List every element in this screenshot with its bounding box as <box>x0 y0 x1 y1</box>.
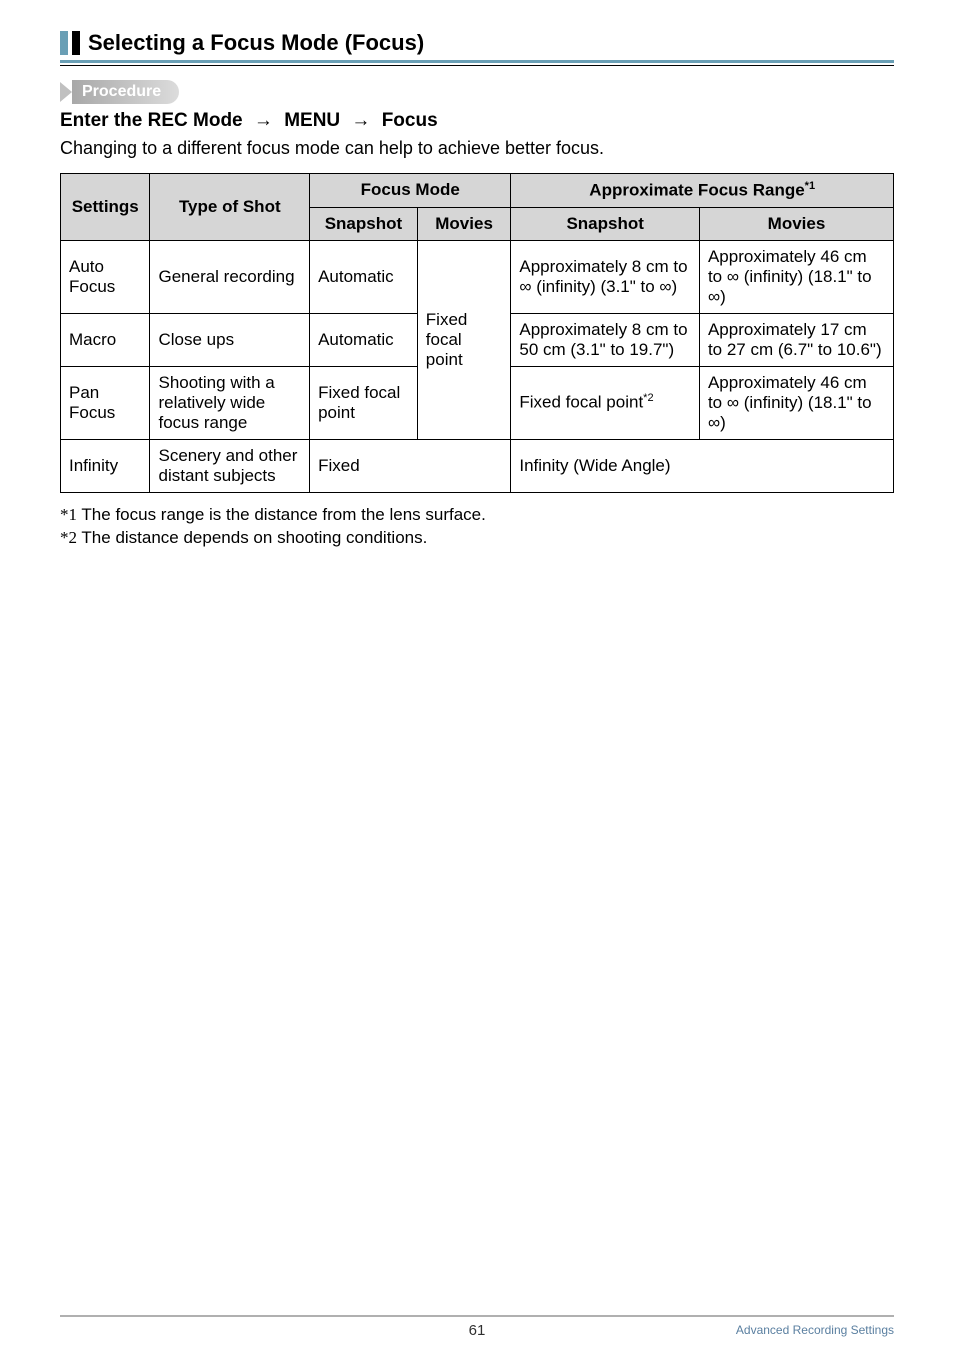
cell-pan-fm-snapshot: Fixed focal point <box>310 366 418 439</box>
procedure-pill: Procedure <box>72 80 179 104</box>
cell-macro-range-snapshot: Approximately 8 cm to 50 cm (3.1" to 19.… <box>511 313 700 366</box>
page-footer: 61 Advanced Recording Settings <box>60 1315 894 1337</box>
th-range-snapshot: Snapshot <box>511 207 700 240</box>
arrow-icon: → <box>254 110 273 132</box>
table-row-infinity: Infinity Scenery and other distant subje… <box>61 439 894 492</box>
arrow-icon: → <box>351 110 370 132</box>
footer-row: 61 Advanced Recording Settings <box>60 1323 894 1337</box>
page-number: 61 <box>469 1322 486 1339</box>
cell-auto-fm-snapshot: Automatic <box>310 240 418 313</box>
cell-pan-setting: Pan Focus <box>61 366 150 439</box>
cell-pan-range-snapshot: Fixed focal point*2 <box>511 366 700 439</box>
cell-macro-range-movies: Approximately 17 cm to 27 cm (6.7" to 10… <box>699 313 893 366</box>
cell-auto-range-snapshot: Approximately 8 cm to ∞ (infinity) (3.1"… <box>511 240 700 313</box>
footnote-2: *2 The distance depends on shooting cond… <box>60 526 894 550</box>
section-header: Selecting a Focus Mode (Focus) <box>60 30 894 56</box>
th-settings: Settings <box>61 174 150 241</box>
table-row-auto: Auto Focus General recording Automatic F… <box>61 240 894 313</box>
footnote-1: *1 The focus range is the distance from … <box>60 503 894 527</box>
footnote-2-text: The distance depends on shooting conditi… <box>81 528 427 547</box>
procedure-step-2: MENU <box>284 110 340 131</box>
cell-pan-range-snapshot-sup: *2 <box>643 392 653 404</box>
cell-infinity-setting: Infinity <box>61 439 150 492</box>
th-approx-range: Approximate Focus Range*1 <box>511 174 894 208</box>
cell-pan-range-snapshot-text: Fixed focal point <box>519 393 643 412</box>
cell-infinity-range: Infinity (Wide Angle) <box>511 439 894 492</box>
th-approx-range-sup: *1 <box>805 180 815 192</box>
section-underline <box>60 60 894 66</box>
footer-line <box>60 1315 894 1317</box>
procedure-step-1: Enter the REC Mode <box>60 110 243 131</box>
cell-macro-fm-snapshot: Automatic <box>310 313 418 366</box>
th-type-of-shot: Type of Shot <box>150 174 310 241</box>
procedure-label-row: Procedure <box>60 80 894 104</box>
section-bar-black <box>72 31 80 55</box>
cell-macro-setting: Macro <box>61 313 150 366</box>
th-range-movies: Movies <box>699 207 893 240</box>
cell-infinity-type: Scenery and other distant subjects <box>150 439 310 492</box>
th-fm-movies: Movies <box>417 207 511 240</box>
procedure-path: Enter the REC Mode → MENU → Focus <box>60 110 894 132</box>
cell-pan-type: Shooting with a relatively wide focus ra… <box>150 366 310 439</box>
procedure-arrow-icon <box>60 82 72 102</box>
procedure-step-3: Focus <box>382 110 438 131</box>
cell-infinity-fm: Fixed <box>310 439 511 492</box>
footnote-2-marker: *2 <box>60 528 77 547</box>
th-fm-snapshot: Snapshot <box>310 207 418 240</box>
th-approx-range-text: Approximate Focus Range <box>589 181 804 200</box>
table-header-row-1: Settings Type of Shot Focus Mode Approxi… <box>61 174 894 208</box>
description-text: Changing to a different focus mode can h… <box>60 138 894 159</box>
cell-fm-movies-merged: Fixed focal point <box>417 240 511 439</box>
th-focus-mode: Focus Mode <box>310 174 511 208</box>
footnotes: *1 The focus range is the distance from … <box>60 503 894 551</box>
footer-section-name: Advanced Recording Settings <box>736 1323 894 1337</box>
cell-auto-range-movies: Approximately 46 cm to ∞ (infinity) (18.… <box>699 240 893 313</box>
footnote-1-text: The focus range is the distance from the… <box>81 505 485 524</box>
section-bar-blue <box>60 31 68 55</box>
cell-macro-type: Close ups <box>150 313 310 366</box>
footnote-1-marker: *1 <box>60 505 77 524</box>
focus-mode-table: Settings Type of Shot Focus Mode Approxi… <box>60 173 894 493</box>
cell-pan-range-movies: Approximately 46 cm to ∞ (infinity) (18.… <box>699 366 893 439</box>
section-title: Selecting a Focus Mode (Focus) <box>88 30 424 56</box>
cell-auto-type: General recording <box>150 240 310 313</box>
cell-auto-setting: Auto Focus <box>61 240 150 313</box>
